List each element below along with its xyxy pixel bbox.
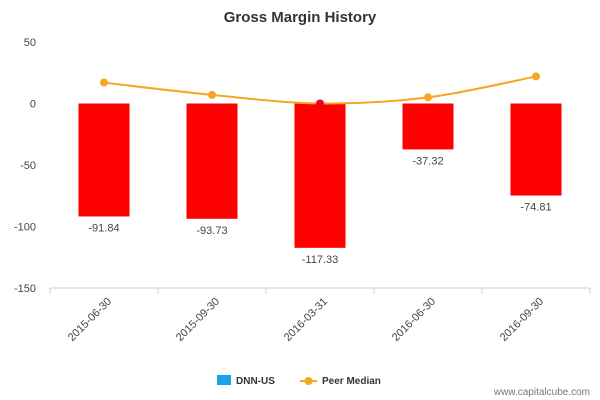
bar-dnn-us (402, 103, 454, 150)
y-tick-label: -150 (14, 283, 36, 295)
legend-marker-peer-median (304, 377, 313, 385)
x-tick-label: 2016-09-30 (498, 296, 546, 344)
bar-data-label: -74.81 (520, 202, 551, 214)
point-peer-median (316, 99, 324, 108)
point-peer-median (424, 93, 432, 102)
bar-data-label: -91.84 (88, 222, 119, 234)
legend-label-peer-median: Peer Median (322, 376, 381, 387)
bar-dnn-us (294, 103, 346, 248)
chart-title: Gross Margin History (224, 9, 377, 26)
x-tick-label: 2015-06-30 (66, 296, 114, 344)
line-peer-median (103, 75, 537, 105)
bar-dnn-us (78, 103, 130, 217)
legend: DNN-US Peer Median (217, 375, 381, 387)
watermark: www.capitalcube.com (493, 387, 590, 398)
y-tick-label: 50 (24, 37, 36, 49)
point-peer-median (208, 90, 216, 99)
x-tick-label: 2016-03-31 (282, 296, 330, 344)
y-tick-label: -50 (20, 160, 36, 172)
bar-data-label: -93.73 (196, 225, 227, 237)
point-peer-median (100, 78, 108, 87)
y-tick-label: 0 (30, 99, 36, 111)
legend-label-dnn-us: DNN-US (236, 376, 275, 387)
x-tick-label: 2015-09-30 (174, 296, 222, 344)
bar-dnn-us (186, 103, 238, 219)
bar-dnn-us (510, 103, 562, 196)
point-peer-median (532, 72, 540, 81)
legend-swatch-dnn-us (217, 375, 231, 385)
bar-data-label: -37.32 (412, 155, 443, 167)
x-tick-label: 2016-06-30 (390, 296, 438, 344)
bar-data-label: -117.33 (302, 254, 339, 266)
y-tick-label: -100 (14, 222, 36, 234)
plot-area: 50 0 -50 -100 -150 -91.84 -93.73 -117.33 -37.32 -… (14, 37, 591, 344)
